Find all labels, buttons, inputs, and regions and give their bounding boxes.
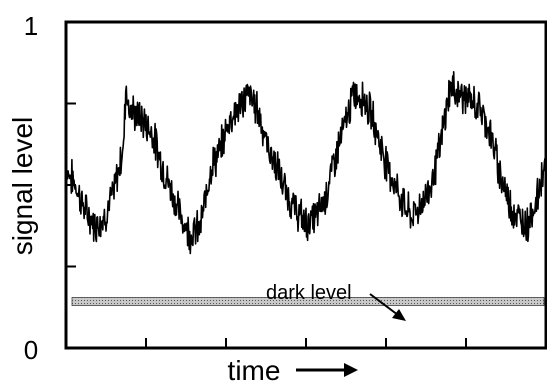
y-tick-label-bottom: 0 <box>24 335 38 365</box>
y-tick-label-top: 1 <box>24 11 38 41</box>
x-axis-label: time <box>228 355 281 383</box>
x-axis-arrow <box>296 363 358 377</box>
plot-area <box>64 20 547 350</box>
dark-level-label: dark level <box>266 282 352 304</box>
y-axis-label: signal level <box>7 117 38 256</box>
signal-trace <box>65 71 547 255</box>
dark-level-band <box>71 297 545 307</box>
dark-level-arrow <box>369 293 406 321</box>
